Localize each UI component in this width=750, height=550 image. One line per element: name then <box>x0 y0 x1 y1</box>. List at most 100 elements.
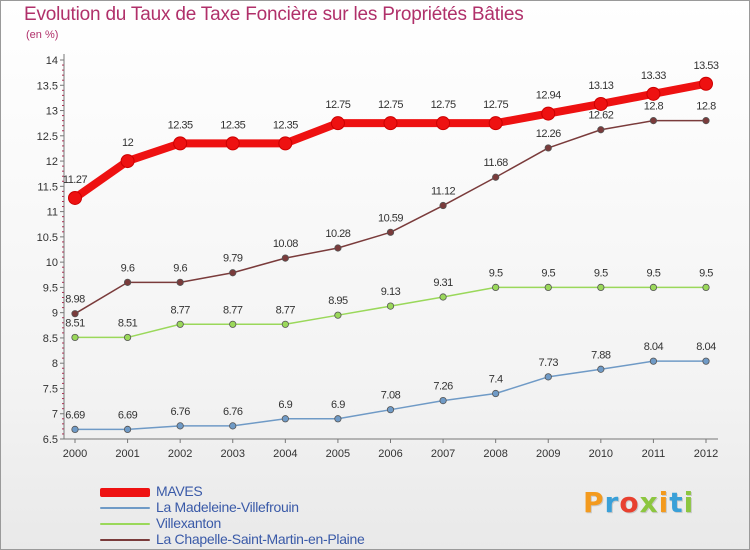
y-tick-label: 8.5 <box>43 333 58 345</box>
y-tick-label: 12 <box>46 156 58 168</box>
data-point <box>176 422 184 430</box>
x-tick-label: 2009 <box>536 448 560 460</box>
y-tick-label: 13 <box>46 106 58 118</box>
data-point <box>699 76 713 91</box>
legend-swatch <box>100 523 150 525</box>
data-label: 7.08 <box>381 390 401 402</box>
data-point <box>334 415 342 423</box>
data-label: 13.33 <box>641 70 666 82</box>
chart-subtitle: (en %) <box>26 29 59 41</box>
data-label: 10.08 <box>273 238 298 250</box>
data-point <box>702 357 710 365</box>
y-tick-label: 14 <box>46 55 58 67</box>
data-point <box>225 136 240 151</box>
data-point <box>334 311 342 319</box>
x-tick-label: 2008 <box>483 448 507 460</box>
data-point <box>330 116 345 131</box>
data-label: 12.75 <box>431 99 456 111</box>
data-point <box>649 357 658 365</box>
data-label: 6.9 <box>331 399 345 411</box>
data-label: 12.8 <box>696 101 716 113</box>
data-point <box>176 278 184 286</box>
data-label: 9.5 <box>594 267 608 279</box>
data-label: 9.6 <box>173 262 187 274</box>
data-point <box>488 116 503 131</box>
y-tick-label: 8 <box>52 358 58 370</box>
x-tick-label: 2010 <box>589 448 613 460</box>
x-tick-label: 2007 <box>431 448 455 460</box>
data-label: 12.94 <box>536 90 561 102</box>
x-tick-label: 2005 <box>326 448 350 460</box>
y-tick-label: 7 <box>52 409 58 421</box>
data-label: 9.79 <box>223 253 243 265</box>
x-tick-label: 2011 <box>642 448 666 460</box>
data-point <box>123 333 132 342</box>
data-point <box>492 173 500 181</box>
data-label: 9.5 <box>541 267 555 279</box>
data-point <box>597 365 605 373</box>
x-tick-label: 2004 <box>273 448 297 460</box>
data-point <box>492 389 500 398</box>
data-point <box>439 293 447 301</box>
y-tick-label: 10 <box>46 257 58 269</box>
data-point <box>383 116 398 131</box>
data-point <box>123 425 132 433</box>
data-label: 12.26 <box>536 128 561 140</box>
data-label: 12.75 <box>483 99 508 111</box>
data-label: 7.26 <box>433 381 453 393</box>
data-point <box>229 320 237 328</box>
data-point <box>649 283 658 291</box>
data-point <box>386 406 395 414</box>
proxiti-logo: Proxiti <box>583 486 695 519</box>
data-point <box>702 283 710 291</box>
data-label: 10.59 <box>378 212 403 224</box>
data-point <box>646 86 661 101</box>
data-point <box>544 373 552 381</box>
x-tick-label: 2006 <box>378 448 402 460</box>
data-label: 8.77 <box>276 304 296 316</box>
data-label: 7.4 <box>489 374 503 386</box>
data-label: 8.51 <box>65 317 85 329</box>
data-point <box>71 310 79 318</box>
y-tick-label: 11.5 <box>37 181 58 193</box>
data-point <box>68 190 82 205</box>
data-point <box>176 320 184 328</box>
data-label: 12.35 <box>220 119 245 131</box>
data-label: 11.27 <box>63 174 88 186</box>
data-label: 7.88 <box>591 349 611 361</box>
data-point <box>593 96 608 111</box>
data-point <box>436 116 451 131</box>
data-point <box>71 333 79 342</box>
legend-label: La Madeleine-Villefrouin <box>156 499 299 515</box>
legend-label: MAVES <box>156 483 203 499</box>
data-label: 8.98 <box>65 294 85 306</box>
data-label: 10.28 <box>325 228 350 240</box>
data-label: 12.8 <box>644 101 664 113</box>
legend-swatch <box>100 507 150 509</box>
legend-label: Villexanton <box>156 515 221 531</box>
data-point <box>541 106 556 121</box>
data-label: 8.04 <box>644 341 664 353</box>
data-label: 6.76 <box>223 406 243 418</box>
data-point <box>597 126 605 134</box>
y-tick-label: 9 <box>52 308 58 320</box>
data-point <box>544 144 552 152</box>
data-point <box>597 283 605 291</box>
data-label: 12.62 <box>588 110 613 122</box>
data-point <box>120 154 135 169</box>
data-label: 6.9 <box>278 399 292 411</box>
data-point <box>281 320 289 328</box>
y-tick-label: 10.5 <box>37 232 58 244</box>
x-tick-label: 2012 <box>694 448 718 460</box>
data-point <box>281 415 289 423</box>
data-label: 8.95 <box>328 295 348 307</box>
data-point <box>229 269 237 277</box>
data-label: 6.69 <box>118 409 138 421</box>
legend-swatch <box>100 539 150 541</box>
y-tick-label: 6.5 <box>43 434 58 446</box>
data-point <box>386 302 395 310</box>
legend-swatch <box>100 487 150 497</box>
data-label: 12 <box>122 137 134 149</box>
data-point <box>123 278 132 286</box>
